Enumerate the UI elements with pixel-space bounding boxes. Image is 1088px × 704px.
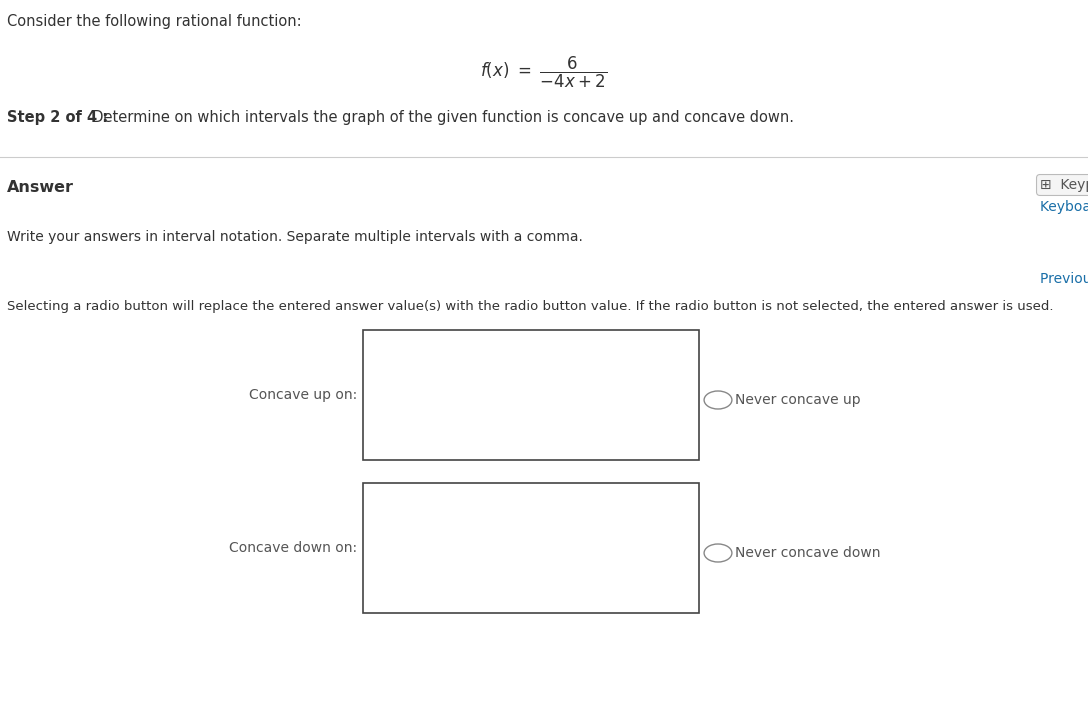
Text: Keyboard Short: Keyboard Short bbox=[1040, 200, 1088, 214]
Text: Answer: Answer bbox=[7, 180, 74, 195]
Text: Concave up on:: Concave up on: bbox=[249, 388, 357, 402]
Text: Consider the following rational function:: Consider the following rational function… bbox=[7, 14, 301, 29]
Text: Never concave down: Never concave down bbox=[735, 546, 880, 560]
Text: Step 2 of 4 :: Step 2 of 4 : bbox=[7, 110, 108, 125]
Text: Concave down on:: Concave down on: bbox=[228, 541, 357, 555]
Text: $f(x) \ = \ \dfrac{6}{-4x + 2}$: $f(x) \ = \ \dfrac{6}{-4x + 2}$ bbox=[481, 55, 607, 90]
Text: ⊞  Keyp: ⊞ Keyp bbox=[1040, 178, 1088, 192]
Text: Previous Part An: Previous Part An bbox=[1040, 272, 1088, 286]
Text: Determine on which intervals the graph of the given function is concave up and c: Determine on which intervals the graph o… bbox=[83, 110, 793, 125]
FancyBboxPatch shape bbox=[363, 330, 698, 460]
Text: Selecting a radio button will replace the entered answer value(s) with the radio: Selecting a radio button will replace th… bbox=[7, 300, 1053, 313]
Text: Never concave up: Never concave up bbox=[735, 393, 861, 407]
FancyBboxPatch shape bbox=[363, 483, 698, 613]
Text: Write your answers in interval notation. Separate multiple intervals with a comm: Write your answers in interval notation.… bbox=[7, 230, 583, 244]
